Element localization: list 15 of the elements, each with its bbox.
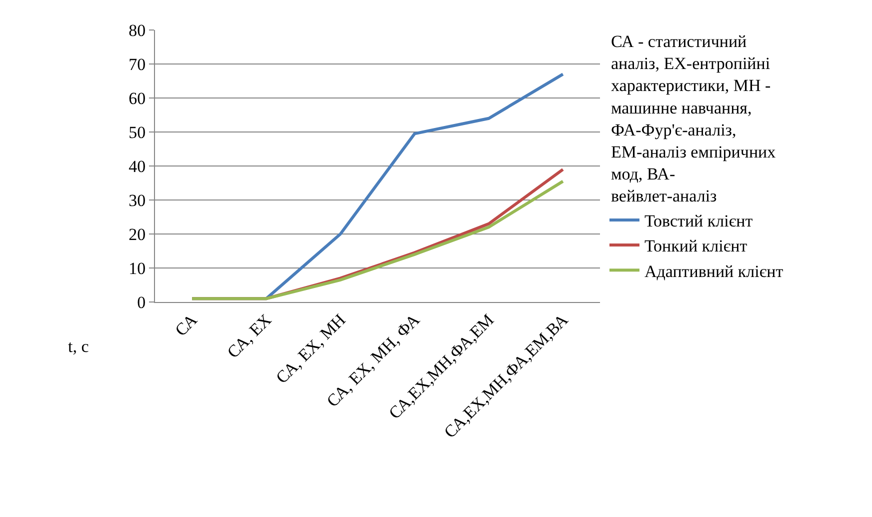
y-tick-label: 30 — [128, 190, 146, 210]
x-tick-label: СА — [171, 310, 202, 340]
y-tick-label: 10 — [128, 258, 146, 278]
y-tick-label: 40 — [128, 156, 146, 176]
y-tick-label: 70 — [128, 54, 146, 74]
legend-label: Адаптивний клієнт — [644, 262, 784, 281]
y-axis-title: t, c — [68, 337, 90, 356]
y-tick-label: 0 — [137, 292, 146, 312]
y-tick-label: 50 — [128, 122, 146, 142]
y-tick-label: 80 — [128, 20, 146, 40]
legend-label: Тонкий клієнт — [644, 236, 748, 256]
y-tick-label: 20 — [128, 224, 146, 244]
y-tick-label: 60 — [128, 88, 146, 108]
text: СА - статистичний аналіз, ЕХ-ентропійні характеристики, МН - машинне навчання, ФА-Фур'є-аналіз, ЕМ-аналіз емпіричних мод, ВА- вейвлет-аналіз — [611, 32, 776, 206]
legend-label: Товстий клієнт — [644, 212, 754, 231]
